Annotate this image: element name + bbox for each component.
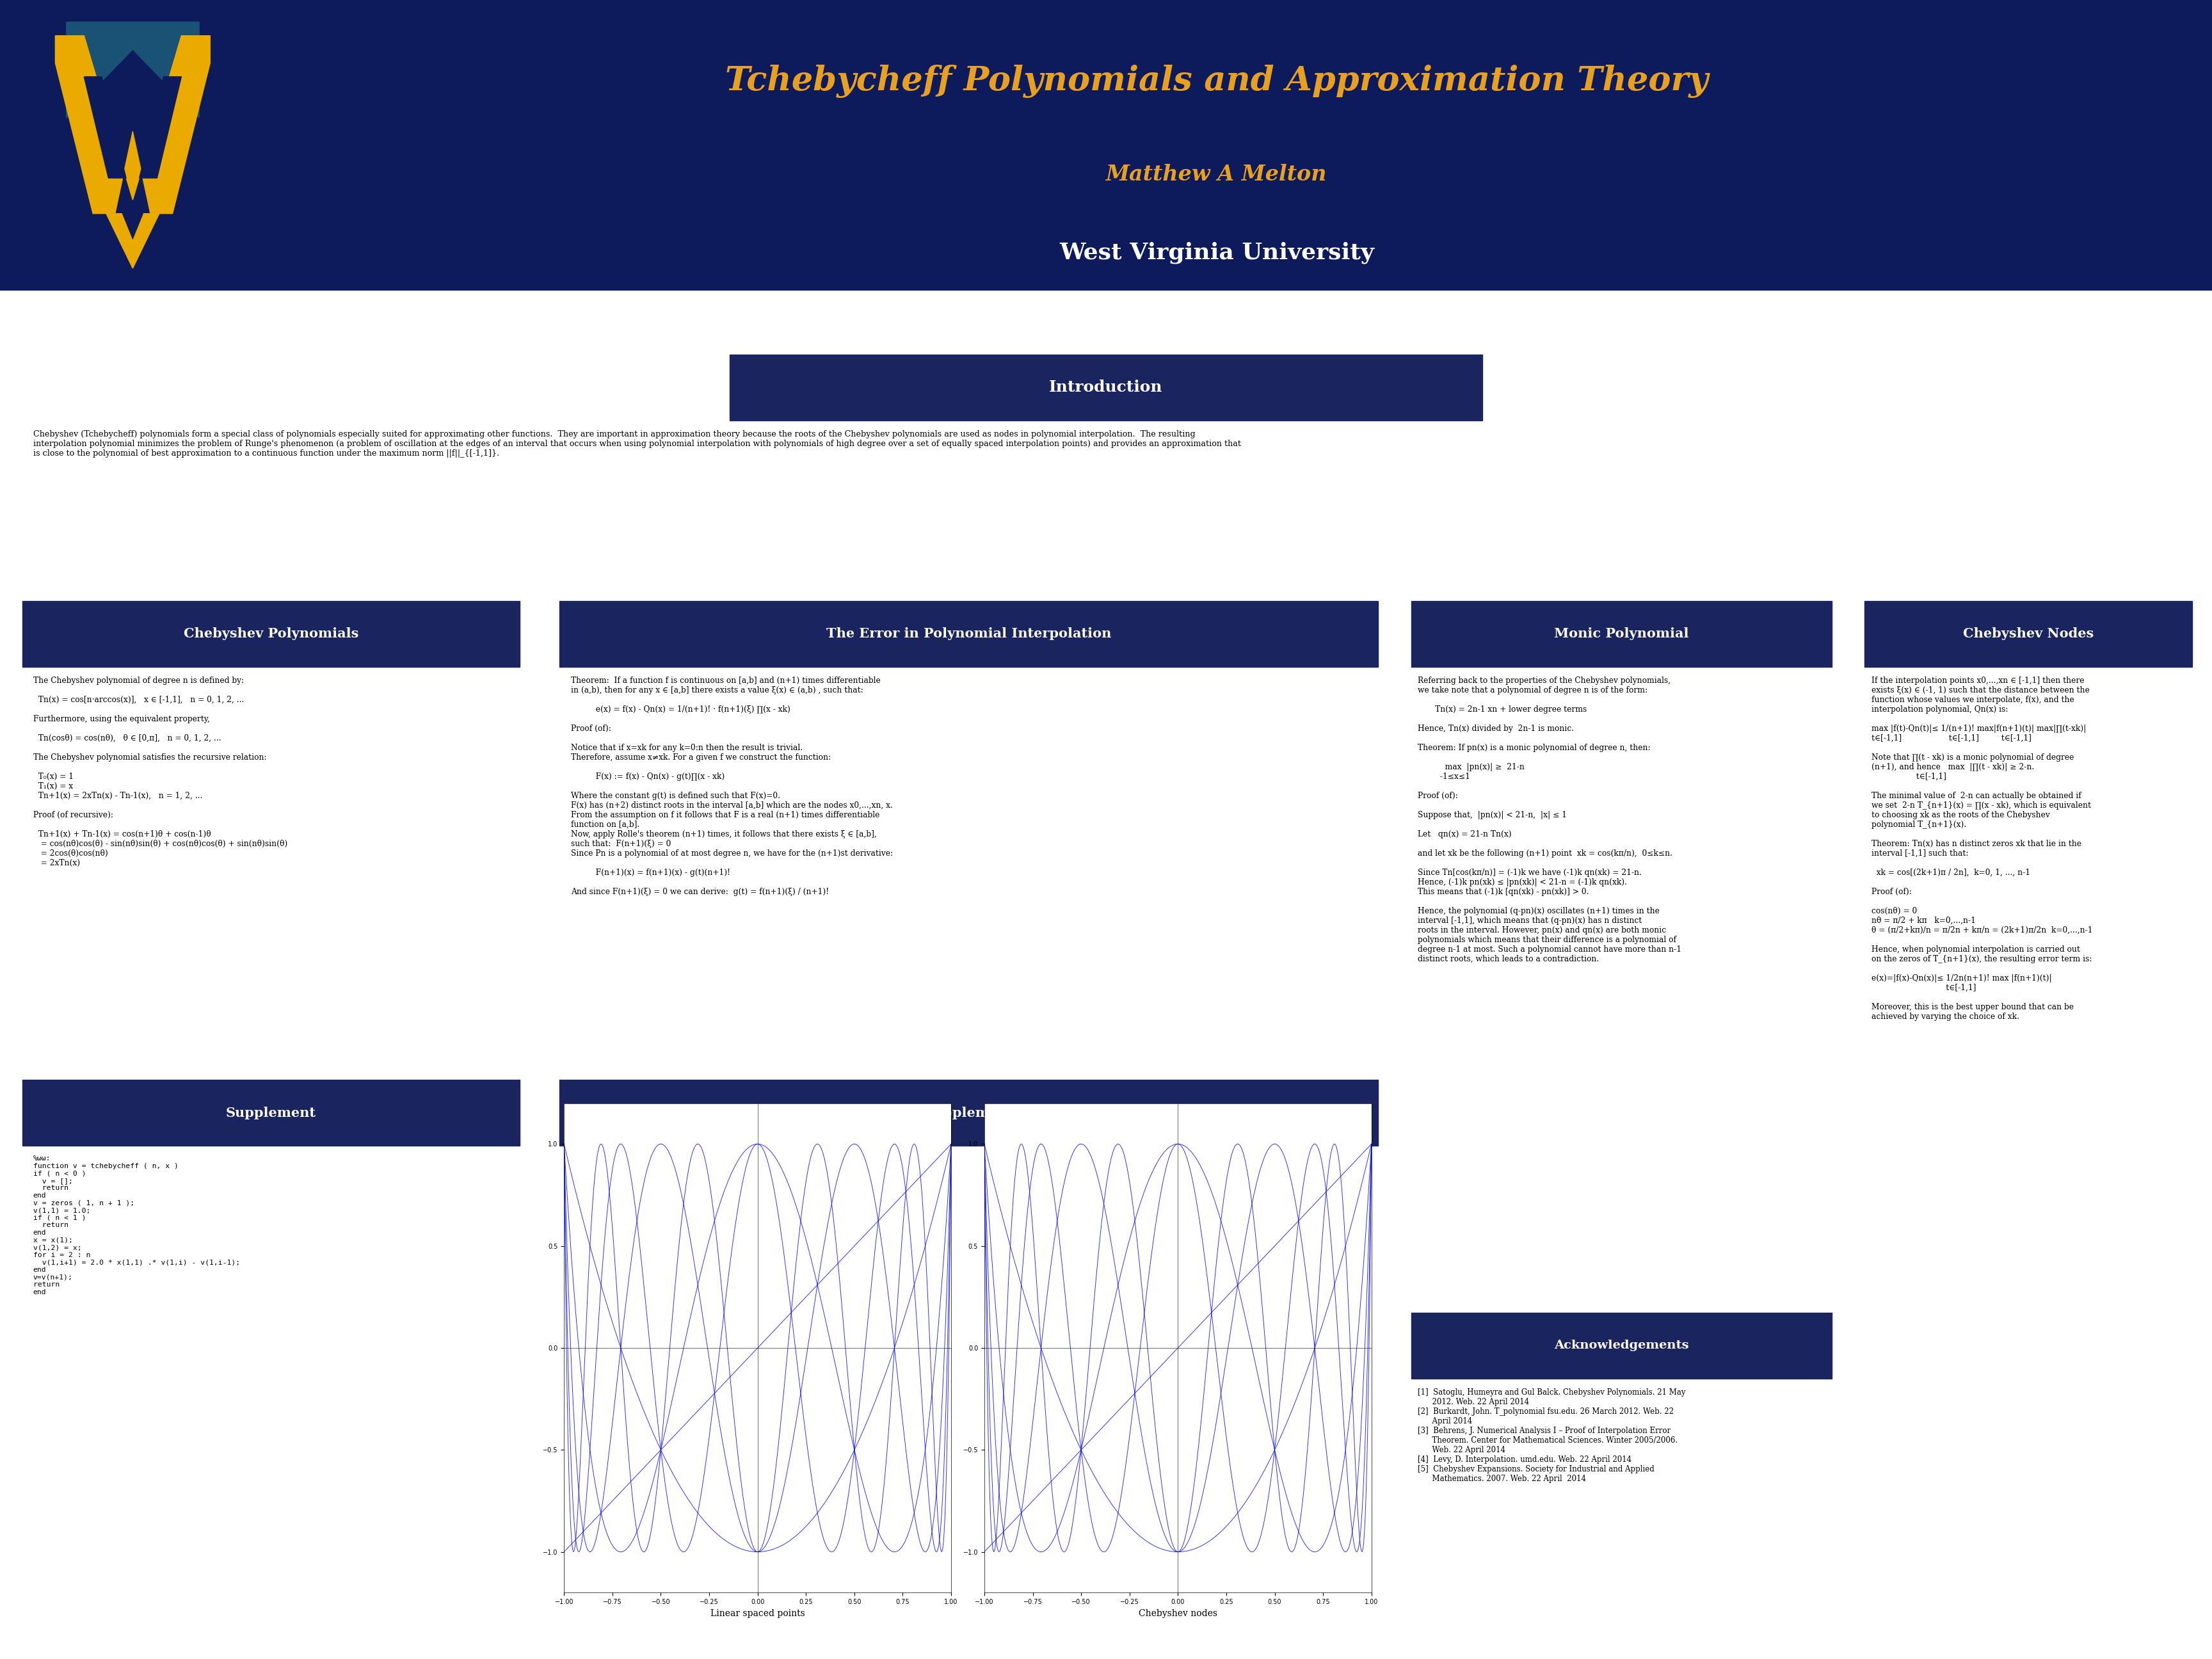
Bar: [1865, 601, 2192, 667]
Text: The Chebyshev polynomial of degree n is defined by:

  Tn(x) = cos[n·arccos(x)],: The Chebyshev polynomial of degree n is …: [33, 677, 288, 868]
Bar: [560, 1080, 1378, 1146]
Text: Matthew A Melton: Matthew A Melton: [1106, 164, 1327, 184]
Bar: [22, 601, 520, 667]
Text: If the interpolation points x0,...,xn ∈ [-1,1] then there
exists ξ(x) ∈ (-1, 1) : If the interpolation points x0,...,xn ∈ …: [1871, 677, 2093, 1020]
Text: [1]  Satoglu, Humeyra and Gul Balck. Chebyshev Polynomials. 21 May
      2012. W: [1] Satoglu, Humeyra and Gul Balck. Cheb…: [1418, 1389, 1686, 1483]
Polygon shape: [139, 76, 181, 178]
Text: Introduction: Introduction: [1048, 380, 1164, 395]
Bar: [1411, 1312, 1832, 1379]
Text: Chebyshev Nodes: Chebyshev Nodes: [1962, 627, 2095, 640]
Bar: [22, 1080, 520, 1146]
Text: Chebyshev (Tchebycheff) polynomials form a special class of polynomials especial: Chebyshev (Tchebycheff) polynomials form…: [33, 430, 1241, 458]
Text: Acknowledgements: Acknowledgements: [1555, 1340, 1688, 1352]
Text: Supplement: Supplement: [925, 1107, 1013, 1120]
X-axis label: Linear spaced points: Linear spaced points: [710, 1609, 805, 1618]
Text: West Virginia University: West Virginia University: [1060, 242, 1374, 264]
Bar: [1411, 601, 1832, 667]
Polygon shape: [84, 76, 126, 178]
X-axis label: Chebyshev nodes: Chebyshev nodes: [1139, 1609, 1217, 1618]
Text: %ωω:
function v = tchebycheff ( n, x )
if ( n < 0 )
  v = [];
  return
end
v = z: %ωω: function v = tchebycheff ( n, x ) i…: [33, 1155, 239, 1296]
Polygon shape: [55, 36, 210, 214]
Polygon shape: [66, 22, 199, 118]
Text: Chebyshev Polynomials: Chebyshev Polynomials: [184, 627, 358, 640]
Polygon shape: [106, 214, 159, 269]
Text: The Error in Polynomial Interpolation: The Error in Polynomial Interpolation: [827, 627, 1110, 640]
Text: Tchebycheff Polynomials and Approximation Theory: Tchebycheff Polynomials and Approximatio…: [726, 65, 1708, 98]
Text: Theorem:  If a function f is continuous on [a,b] and (n+1) times differentiable
: Theorem: If a function f is continuous o…: [571, 677, 894, 896]
Text: Supplement: Supplement: [226, 1107, 316, 1120]
Bar: [560, 601, 1378, 667]
Text: Referring back to the properties of the Chebyshev polynomials,
we take note that: Referring back to the properties of the …: [1418, 677, 1681, 962]
Bar: [730, 355, 1482, 420]
Text: Monic Polynomial: Monic Polynomial: [1555, 627, 1688, 640]
